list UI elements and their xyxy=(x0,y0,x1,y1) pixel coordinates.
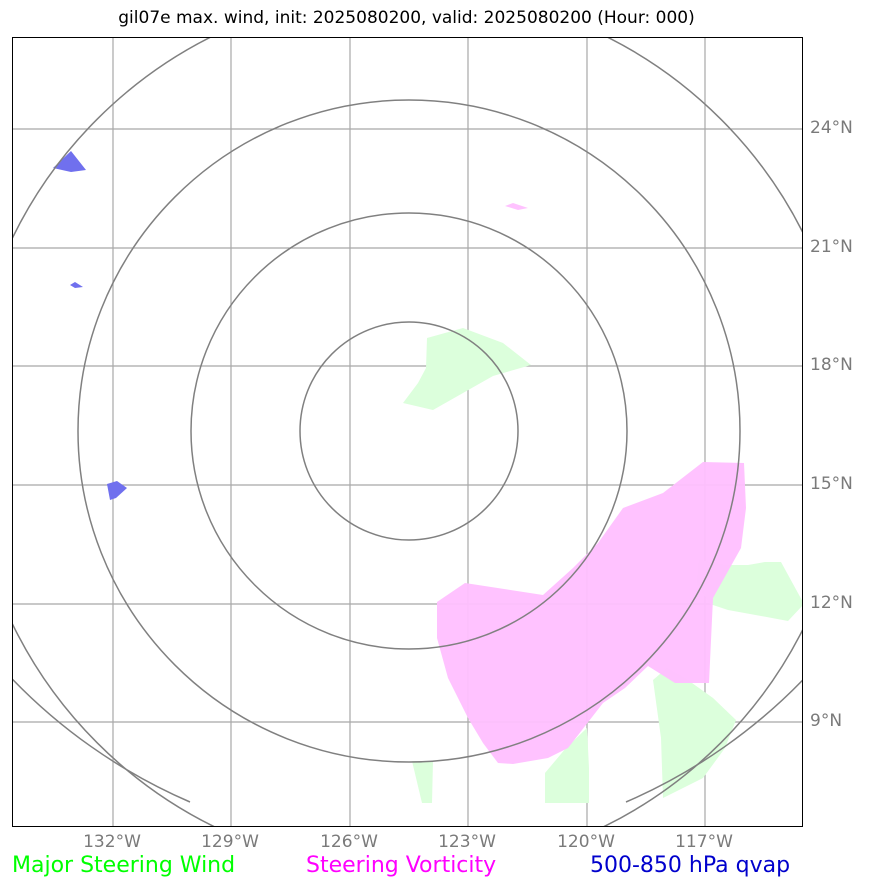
wind-area-south-small xyxy=(412,761,433,803)
legend-major-steering-wind: Major Steering Wind xyxy=(12,853,236,878)
lon-label-117w: 117°W xyxy=(675,832,733,852)
lat-label-21n: 21°N xyxy=(810,237,853,257)
qvap-area-1 xyxy=(53,151,86,172)
lat-label-24n: 24°N xyxy=(810,118,853,138)
lon-label-129w: 129°W xyxy=(201,832,259,852)
lat-label-18n: 18°N xyxy=(810,355,853,375)
map-frame xyxy=(12,37,803,827)
vorticity-area-north xyxy=(505,203,528,210)
lat-label-12n: 12°N xyxy=(810,593,853,613)
vorticity-area-main xyxy=(437,462,746,764)
wind-area-center xyxy=(403,328,531,410)
vorticity-areas xyxy=(437,203,746,764)
qvap-area-3 xyxy=(107,481,127,500)
range-rings xyxy=(13,38,802,826)
map-canvas xyxy=(13,38,802,826)
lon-label-120w: 120°W xyxy=(557,832,615,852)
map-title: gil07e max. wind, init: 2025080200, vali… xyxy=(118,8,695,28)
lat-label-9n: 9°N xyxy=(810,711,843,731)
lon-label-123w: 123°W xyxy=(438,832,496,852)
lat-label-15n: 15°N xyxy=(810,474,853,494)
legend-steering-vorticity: Steering Vorticity xyxy=(306,853,497,878)
range-ring-2 xyxy=(190,212,628,650)
wind-area-southeast xyxy=(653,668,736,798)
range-ring-3 xyxy=(77,99,741,763)
legend-qvap: 500-850 hPa qvap xyxy=(590,853,791,878)
graticule xyxy=(13,38,802,826)
lon-label-126w: 126°W xyxy=(320,832,378,852)
wind-area-south-mid xyxy=(545,728,589,803)
range-ring-1 xyxy=(299,321,519,541)
qvap-area-2 xyxy=(70,282,83,288)
qvap-areas xyxy=(53,151,127,500)
lon-label-132w: 132°W xyxy=(83,832,141,852)
